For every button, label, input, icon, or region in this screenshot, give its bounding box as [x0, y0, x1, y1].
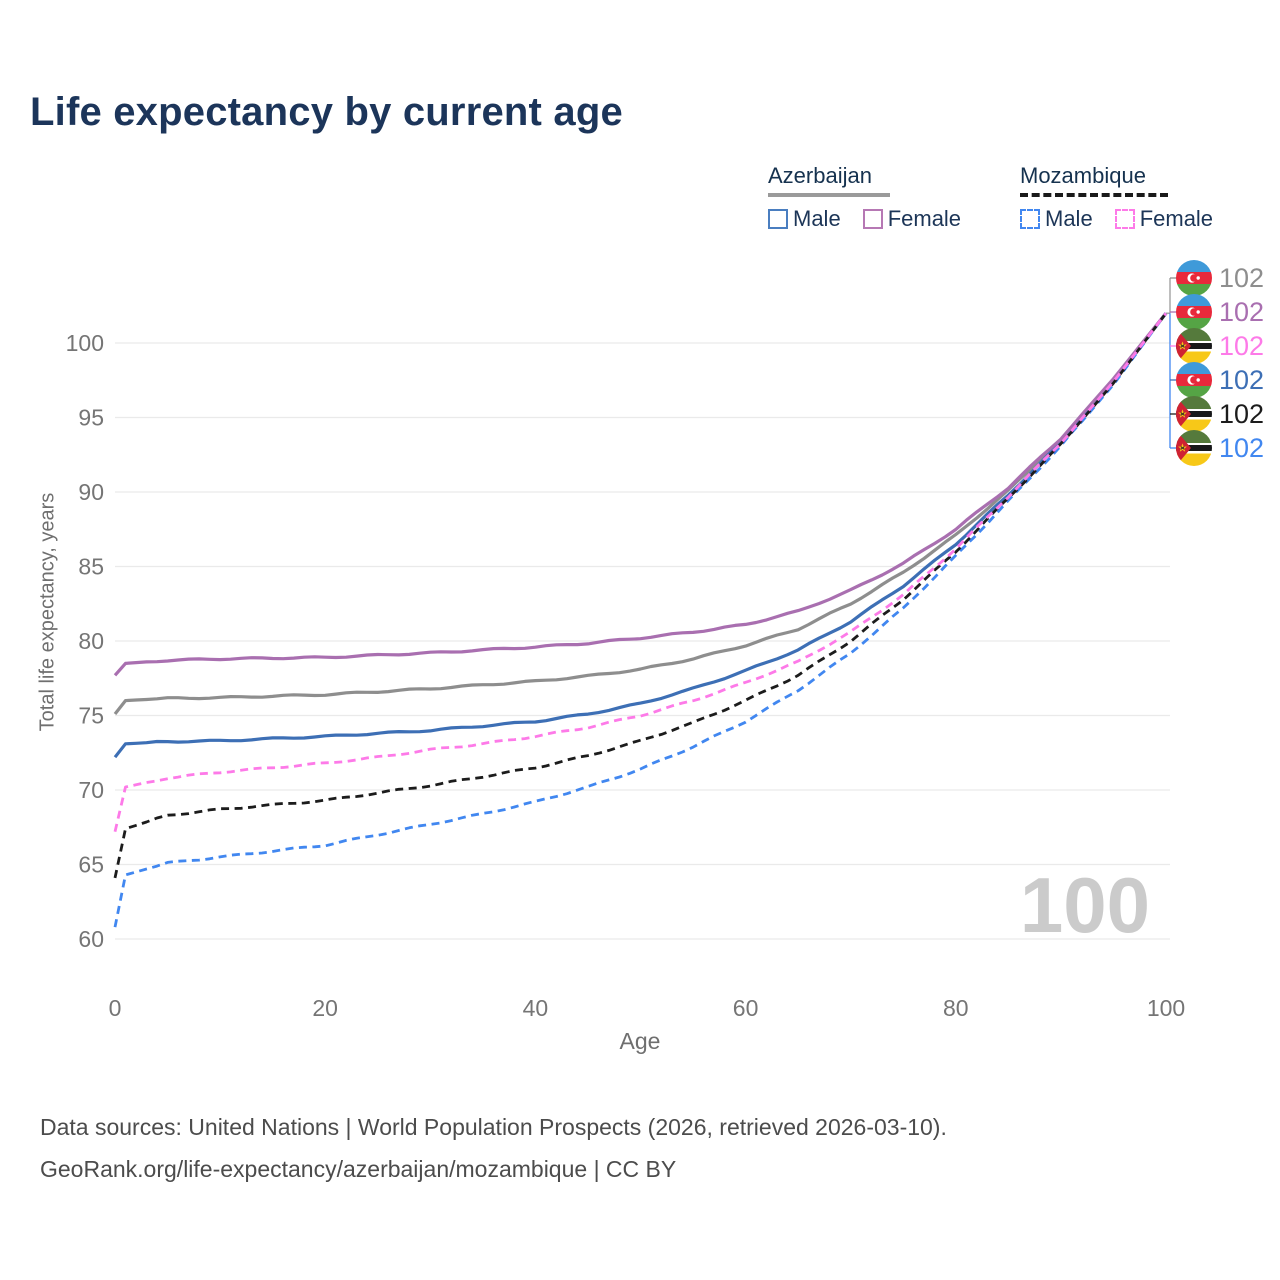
- svg-text:70: 70: [78, 777, 104, 803]
- legend-item-azerbaijan-male[interactable]: Male: [768, 206, 841, 232]
- mozambique-flag-icon: [1176, 328, 1212, 364]
- azerbaijan-flag-icon: [1176, 362, 1212, 398]
- legend-group-azerbaijan: Azerbaijan Male Female: [768, 163, 961, 232]
- svg-text:100: 100: [1147, 995, 1185, 1021]
- end-value-label: 102: [1219, 262, 1265, 293]
- svg-text:40: 40: [523, 995, 549, 1021]
- azerbaijan-female-swatch-icon: [862, 209, 883, 229]
- mozambique-female-swatch-icon: [1114, 209, 1135, 229]
- end-value-label: 102: [1219, 398, 1265, 429]
- mozambique-flag-icon: [1176, 430, 1212, 466]
- footer-sources: Data sources: United Nations | World Pop…: [40, 1114, 947, 1140]
- legend-label: Female: [1139, 206, 1214, 231]
- end-value-label: 102: [1219, 364, 1265, 395]
- azerbaijan-male-swatch-icon: [768, 209, 788, 229]
- svg-text:65: 65: [78, 852, 104, 878]
- mozambique-male-swatch-icon: [1020, 209, 1040, 229]
- legend-label: Female: [887, 206, 962, 231]
- x-axis-title: Age: [619, 1028, 661, 1054]
- legend-item-azerbaijan-female[interactable]: Female: [862, 206, 962, 232]
- svg-text:80: 80: [943, 995, 969, 1021]
- end-value-badge: 102: [1176, 294, 1264, 330]
- svg-text:60: 60: [78, 926, 104, 952]
- svg-text:0: 0: [109, 995, 122, 1021]
- svg-text:100: 100: [66, 330, 104, 356]
- end-value-label: 102: [1219, 296, 1265, 327]
- svg-text:80: 80: [78, 628, 104, 654]
- azerbaijan-flag-icon: [1176, 260, 1212, 296]
- end-value-badge: 102: [1176, 328, 1264, 364]
- age-watermark: 100: [1019, 861, 1150, 949]
- end-value-badge: 102: [1176, 430, 1264, 466]
- azerbaijan-line-key: [768, 193, 890, 197]
- end-value-badge: 102: [1176, 362, 1264, 398]
- azerbaijan-flag-icon: [1176, 294, 1212, 330]
- end-value-badge: 102: [1176, 396, 1264, 432]
- svg-text:85: 85: [78, 554, 104, 580]
- mozambique-flag-icon: [1176, 396, 1212, 432]
- svg-text:95: 95: [78, 405, 104, 431]
- legend-item-mozambique-male[interactable]: Male: [1020, 206, 1093, 232]
- footer: Data sources: United Nations | World Pop…: [40, 1106, 947, 1190]
- legend-label: Male: [1045, 206, 1093, 231]
- legend-item-mozambique-female[interactable]: Female: [1114, 206, 1214, 232]
- legend-country-mozambique: Mozambique: [1020, 163, 1146, 188]
- svg-text:90: 90: [78, 479, 104, 505]
- end-value-label: 102: [1219, 330, 1265, 361]
- legend-group-mozambique: Mozambique Male Female: [1020, 163, 1213, 232]
- page-title: Life expectancy by current age: [30, 90, 623, 134]
- mozambique-line-key: [1020, 193, 1168, 197]
- end-value-label: 102: [1219, 432, 1265, 463]
- end-value-badge: 102: [1176, 260, 1264, 296]
- legend-country-azerbaijan: Azerbaijan: [768, 163, 872, 188]
- svg-text:20: 20: [312, 995, 338, 1021]
- svg-text:75: 75: [78, 703, 104, 729]
- legend-label: Male: [793, 206, 841, 231]
- svg-text:60: 60: [733, 995, 759, 1021]
- footer-attribution: GeoRank.org/life-expectancy/azerbaijan/m…: [40, 1156, 677, 1182]
